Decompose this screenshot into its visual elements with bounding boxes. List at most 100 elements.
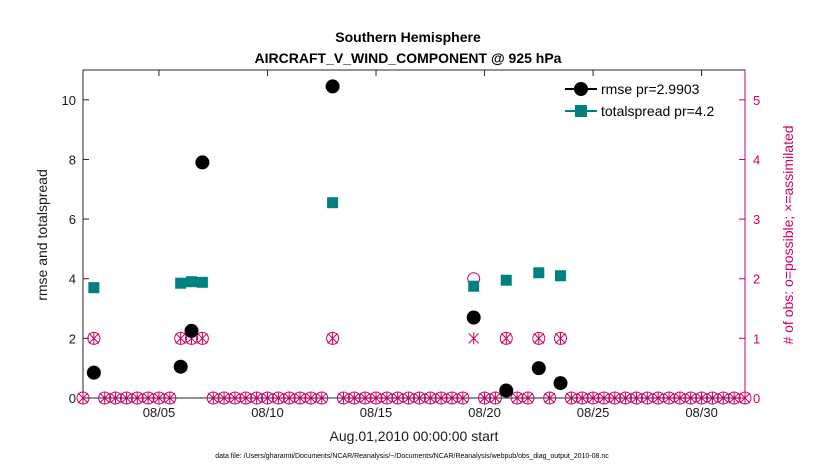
obs-assimilated-zero-point xyxy=(511,392,523,404)
obs-assimilated-zero-point xyxy=(316,392,328,404)
rmse-point xyxy=(325,79,340,94)
y-axis-left: 0 2 4 6 8 10 xyxy=(62,93,89,406)
rmse-point xyxy=(553,376,568,391)
obs-assimilated-zero-point xyxy=(598,392,610,404)
obs-assimilated-point xyxy=(468,332,480,345)
y2-axis-label: # of obs: o=possible; ×=assimilated xyxy=(780,125,796,344)
y-tick-label: 0 xyxy=(69,391,76,406)
obs-assimilated-zero-point xyxy=(609,392,621,404)
obs-assimilated-zero-point xyxy=(674,392,686,404)
obs-assimilated-zero-point xyxy=(251,392,262,404)
obs-assimilated-zero-point xyxy=(359,392,371,404)
totalspread-point xyxy=(468,280,480,292)
obs-assimilated-zero-point xyxy=(229,392,241,404)
obs-assimilated-point xyxy=(197,332,208,345)
obs-assimilated-zero-point xyxy=(272,392,284,404)
obs-assimilated-zero-point xyxy=(305,392,317,404)
rmse-point xyxy=(173,359,188,374)
obs-assimilated-point xyxy=(88,332,100,345)
legend-rmse-marker xyxy=(574,82,588,96)
obs-assimilated-zero-point xyxy=(153,392,165,404)
obs-assimilated-zero-point xyxy=(294,392,306,404)
obs-assimilated-zero-point xyxy=(479,392,490,404)
obs-assimilated-zero-point xyxy=(110,392,121,404)
obs-assimilated-zero-point xyxy=(663,392,675,404)
obs-assimilated-point xyxy=(327,332,338,345)
x-tick-label: 08/30 xyxy=(685,405,718,420)
obs-assimilated-zero-point xyxy=(685,392,697,404)
x-tick-label: 08/10 xyxy=(251,405,284,420)
y2-tick-label: 5 xyxy=(753,93,760,108)
obs-assimilated-zero-point xyxy=(696,392,707,404)
y-axis-right: 0 1 2 3 4 5 xyxy=(739,70,760,406)
rmse-point xyxy=(466,310,481,325)
obs-assimilated-zero-point xyxy=(403,392,414,404)
y-tick-label: 4 xyxy=(69,272,76,287)
rmse-point xyxy=(531,361,546,376)
obs-assimilated-zero-point xyxy=(739,392,751,404)
rmse-point xyxy=(195,155,210,170)
rmse-point xyxy=(499,383,514,398)
totalspread-point xyxy=(500,274,512,286)
obs-assimilated-zero-point xyxy=(392,392,404,404)
y-tick-label: 8 xyxy=(69,152,76,167)
obs-assimilated-zero-point xyxy=(576,392,588,404)
rmse-point xyxy=(86,365,101,380)
x-tick-label: 08/15 xyxy=(360,405,393,420)
x-tick-label: 08/05 xyxy=(143,405,176,420)
obs-assimilated-zero-point xyxy=(728,392,740,404)
obs-assimilated-zero-point xyxy=(338,392,349,404)
obs-assimilated-zero-point xyxy=(381,392,393,404)
obs-assimilated-zero-point xyxy=(566,392,577,404)
plot-area xyxy=(82,69,746,399)
obs-assimilated-zero-point xyxy=(283,392,295,404)
obs-assimilated-zero-point xyxy=(631,392,642,404)
y2-tick-label: 4 xyxy=(753,152,760,167)
y2-tick-label: 0 xyxy=(753,391,760,406)
y2-tick-label: 2 xyxy=(753,272,760,287)
obs-assimilated-zero-point xyxy=(652,392,664,404)
obs-assimilated-zero-point xyxy=(424,392,436,404)
y-tick-label: 10 xyxy=(62,93,76,108)
obs-assimilated-zero-point xyxy=(348,392,360,404)
totalspread-point xyxy=(555,270,567,282)
obs-assimilated-zero-point xyxy=(544,392,556,404)
obs-assimilated-zero-point xyxy=(370,392,382,404)
obs-assimilated-zero-point xyxy=(207,392,219,404)
footer-data-file: data file: /Users/gharamti/Documents/NCA… xyxy=(215,453,609,460)
obs-assimilated-zero-point xyxy=(490,392,501,404)
obs-assimilated-zero-point xyxy=(240,392,252,404)
obs-assimilated-zero-point xyxy=(77,392,89,404)
y-axis-label: rmse and totalspread xyxy=(34,169,50,301)
obs-assimilated-zero-point xyxy=(262,392,273,404)
obs-assimilated-zero-point xyxy=(620,392,631,404)
totalspread-point xyxy=(327,197,339,209)
legend: rmse pr=2.9903 totalspread pr=4.2 xyxy=(565,81,714,119)
obs-assimilated-zero-point xyxy=(641,392,653,404)
obs-assimilated-point xyxy=(533,332,545,345)
chart-title: Southern Hemisphere xyxy=(335,29,481,45)
totalspread-point xyxy=(196,276,208,288)
x-tick-label: 08/25 xyxy=(577,405,610,420)
totalspread-point xyxy=(533,267,545,279)
legend-totalspread-marker xyxy=(575,105,587,117)
obs-assimilated-zero-point xyxy=(142,392,154,404)
y-tick-label: 2 xyxy=(69,331,76,346)
obs-assimilated-zero-point xyxy=(121,392,132,404)
x-axis: 08/05 08/10 08/15 08/20 08/25 08/30 xyxy=(143,70,718,420)
chart-subtitle: AIRCRAFT_V_WIND_COMPONENT @ 925 hPa xyxy=(255,50,562,66)
obs-assimilated-point xyxy=(175,332,187,345)
legend-rmse-label: rmse pr=2.9903 xyxy=(601,81,700,97)
obs-assimilated-point xyxy=(500,332,512,345)
obs-assimilated-zero-point xyxy=(587,392,599,404)
y-tick-label: 6 xyxy=(69,212,76,227)
obs-assimilated-zero-point xyxy=(435,392,447,404)
obs-assimilated-point xyxy=(555,332,566,345)
obs-assimilated-zero-point xyxy=(131,392,143,404)
totalspread-point xyxy=(88,282,100,294)
totalspread-point xyxy=(186,276,198,288)
obs-assimilated-zero-point xyxy=(707,392,718,404)
y2-tick-label: 3 xyxy=(753,212,760,227)
obs-assimilated-zero-point xyxy=(717,392,729,404)
